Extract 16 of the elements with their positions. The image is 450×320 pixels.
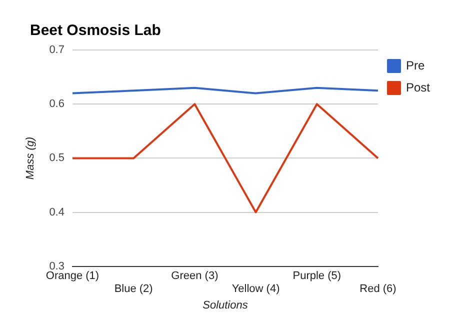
chart-title: Beet Osmosis Lab <box>30 22 161 39</box>
x-axis-title: Solutions <box>202 299 248 312</box>
x-tick-label: Red (6) <box>360 283 396 296</box>
x-tick-label: Green (3) <box>171 270 218 282</box>
y-tick-label: 0.6 <box>49 98 64 110</box>
x-tick-label: Yellow (4) <box>232 283 280 296</box>
y-axis-title: Mass (g) <box>24 136 37 180</box>
x-tick-label: Orange (1) <box>46 270 100 282</box>
y-tick-label: 0.4 <box>49 206 64 218</box>
x-tick-label: Purple (5) <box>292 270 342 282</box>
x-tick-label: Blue (2) <box>114 283 153 296</box>
y-tick-label: 0.7 <box>49 44 64 56</box>
y-tick-label: 0.5 <box>49 152 64 164</box>
y-tick-label: 0.3 <box>49 260 64 272</box>
legend-label: Pre <box>406 58 425 72</box>
legend-label: Post <box>406 80 431 94</box>
